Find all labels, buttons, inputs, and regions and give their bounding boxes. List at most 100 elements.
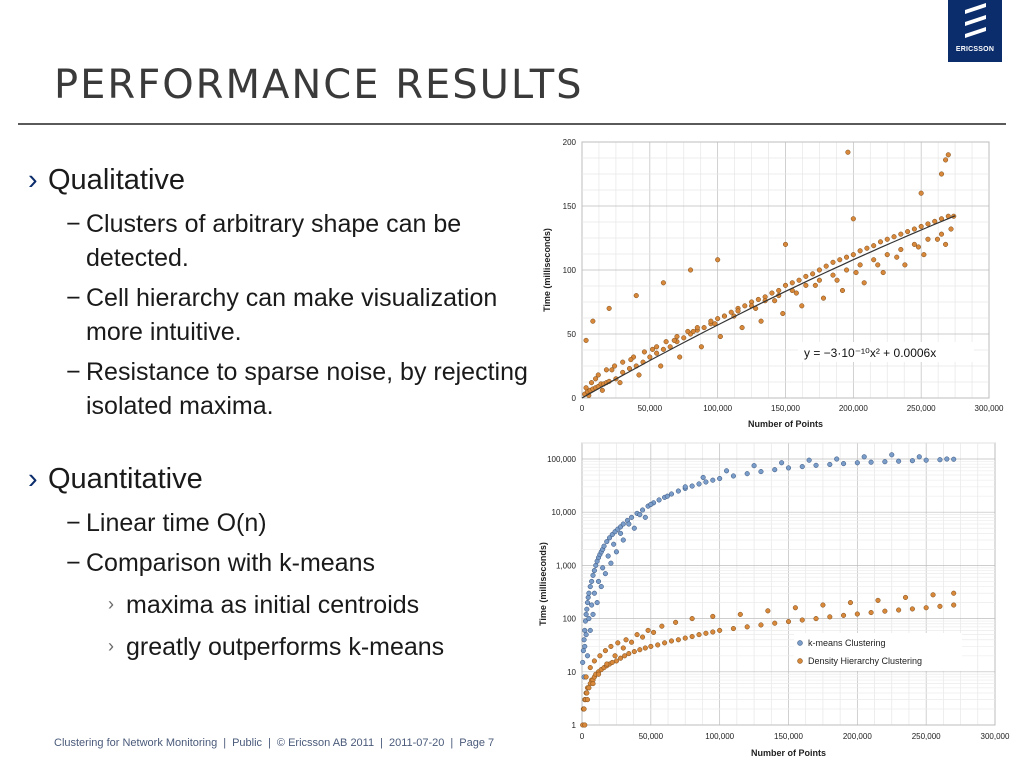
x-axis-label: Number of Points xyxy=(748,419,823,429)
data-point xyxy=(681,335,687,341)
equation-annotation: y = −3·10⁻¹⁰x² + 0.0006x xyxy=(804,346,936,360)
density-data-point xyxy=(583,674,589,680)
kmeans-data-point xyxy=(675,488,681,494)
x-tick-label: 0 xyxy=(580,732,585,741)
kmeans-data-point xyxy=(717,475,723,482)
density-data-point xyxy=(717,627,723,633)
kmeans-data-point xyxy=(586,590,592,596)
data-point xyxy=(772,298,778,304)
kmeans-data-point xyxy=(841,461,847,467)
kmeans-data-point xyxy=(882,459,888,465)
kmeans-data-point xyxy=(868,459,874,465)
density-data-point xyxy=(868,609,874,616)
kmeans-data-point xyxy=(758,469,764,475)
footer-copyright: © Ericsson AB 2011 xyxy=(276,737,375,749)
kmeans-data-point xyxy=(937,457,943,463)
density-data-point xyxy=(631,649,637,655)
density-data-point xyxy=(909,606,915,612)
density-data-point xyxy=(604,661,610,667)
density-data-point xyxy=(758,622,764,628)
x-tick-label: 50,000 xyxy=(638,404,663,413)
data-point xyxy=(793,290,799,296)
density-data-point xyxy=(673,619,679,625)
data-point xyxy=(902,262,908,268)
title-divider xyxy=(18,123,1006,125)
data-point xyxy=(776,287,782,294)
data-point xyxy=(612,363,618,369)
density-data-point xyxy=(689,616,695,622)
footer-separator: | xyxy=(223,737,227,749)
data-point xyxy=(877,239,884,245)
dash-marker: − xyxy=(66,509,81,537)
kmeans-data-point xyxy=(586,616,592,622)
data-point xyxy=(816,267,822,273)
y-tick-label: 10,000 xyxy=(552,508,577,517)
kmeans-data-point xyxy=(682,484,688,490)
y-axis-label: Time (milliseconds) xyxy=(538,542,548,626)
density-data-point xyxy=(682,635,688,641)
data-point xyxy=(609,367,615,373)
sub-sub-bullet: › maxima as initial centroids xyxy=(28,588,528,622)
density-data-point xyxy=(590,681,596,687)
kmeans-data-point xyxy=(664,493,670,499)
kmeans-data-point xyxy=(626,521,632,527)
data-point xyxy=(780,310,786,317)
data-point xyxy=(925,221,931,227)
data-point xyxy=(839,287,846,294)
data-point xyxy=(853,270,859,276)
kmeans-data-point xyxy=(703,479,709,485)
data-point xyxy=(588,380,595,386)
data-point xyxy=(658,363,664,369)
kmeans-data-point xyxy=(582,618,588,624)
kmeans-data-point xyxy=(589,578,595,584)
data-point xyxy=(626,366,633,372)
dash-marker: − xyxy=(66,549,81,577)
density-data-point xyxy=(675,637,681,643)
data-point xyxy=(934,236,940,242)
data-point xyxy=(810,271,816,277)
data-point xyxy=(715,257,721,263)
data-point xyxy=(816,277,822,283)
data-point xyxy=(938,171,945,177)
density-data-point xyxy=(648,643,654,649)
kmeans-data-point xyxy=(668,491,675,497)
data-point xyxy=(894,254,900,260)
data-point xyxy=(820,295,827,301)
kmeans-data-point xyxy=(602,571,608,577)
y-axis-label: Time (milliseconds) xyxy=(542,228,552,312)
kmeans-data-point xyxy=(617,530,624,536)
kmeans-data-point xyxy=(640,507,646,513)
kmeans-data-point xyxy=(584,653,591,659)
kmeans-data-point xyxy=(700,474,706,481)
density-data-point xyxy=(744,624,750,630)
x-tick-label: 150,000 xyxy=(771,404,800,413)
kmeans-data-point xyxy=(585,594,591,600)
bullet-label: Qualitative xyxy=(48,164,186,196)
data-point xyxy=(620,359,626,365)
sub-bullet-text: Clusters of arbitrary shape can be detec… xyxy=(86,210,462,272)
bullet-quantitative: › Quantitative xyxy=(28,463,528,496)
legend-marker xyxy=(797,658,803,664)
chevron-marker: › xyxy=(108,594,114,614)
data-point xyxy=(739,325,745,331)
density-data-point xyxy=(623,637,629,643)
data-point xyxy=(884,252,890,258)
kmeans-data-point xyxy=(590,611,596,617)
data-point xyxy=(932,218,938,224)
sub-bullet-text: Resistance to sparse noise, by rejecting… xyxy=(86,358,528,420)
density-data-point xyxy=(923,605,929,611)
slide-title: PERFORMANCE RESULTS xyxy=(54,62,584,108)
footer-separator: | xyxy=(380,737,383,749)
data-point xyxy=(654,350,660,356)
equation-box xyxy=(798,342,974,362)
data-point xyxy=(850,252,856,258)
linear-time-scatter-chart: 0 50,000 100,000 150,000 200,000 250,000 300,0… xyxy=(542,138,1004,429)
kmeans-data-point xyxy=(593,562,599,568)
data-point xyxy=(715,316,721,322)
legend-label: Density Hierarchy Clustering xyxy=(808,656,922,666)
x-tick-label: 250,000 xyxy=(907,404,936,413)
data-point xyxy=(844,254,850,260)
kmeans-data-point xyxy=(605,553,611,559)
density-data-point xyxy=(730,626,736,632)
data-point xyxy=(803,273,809,279)
